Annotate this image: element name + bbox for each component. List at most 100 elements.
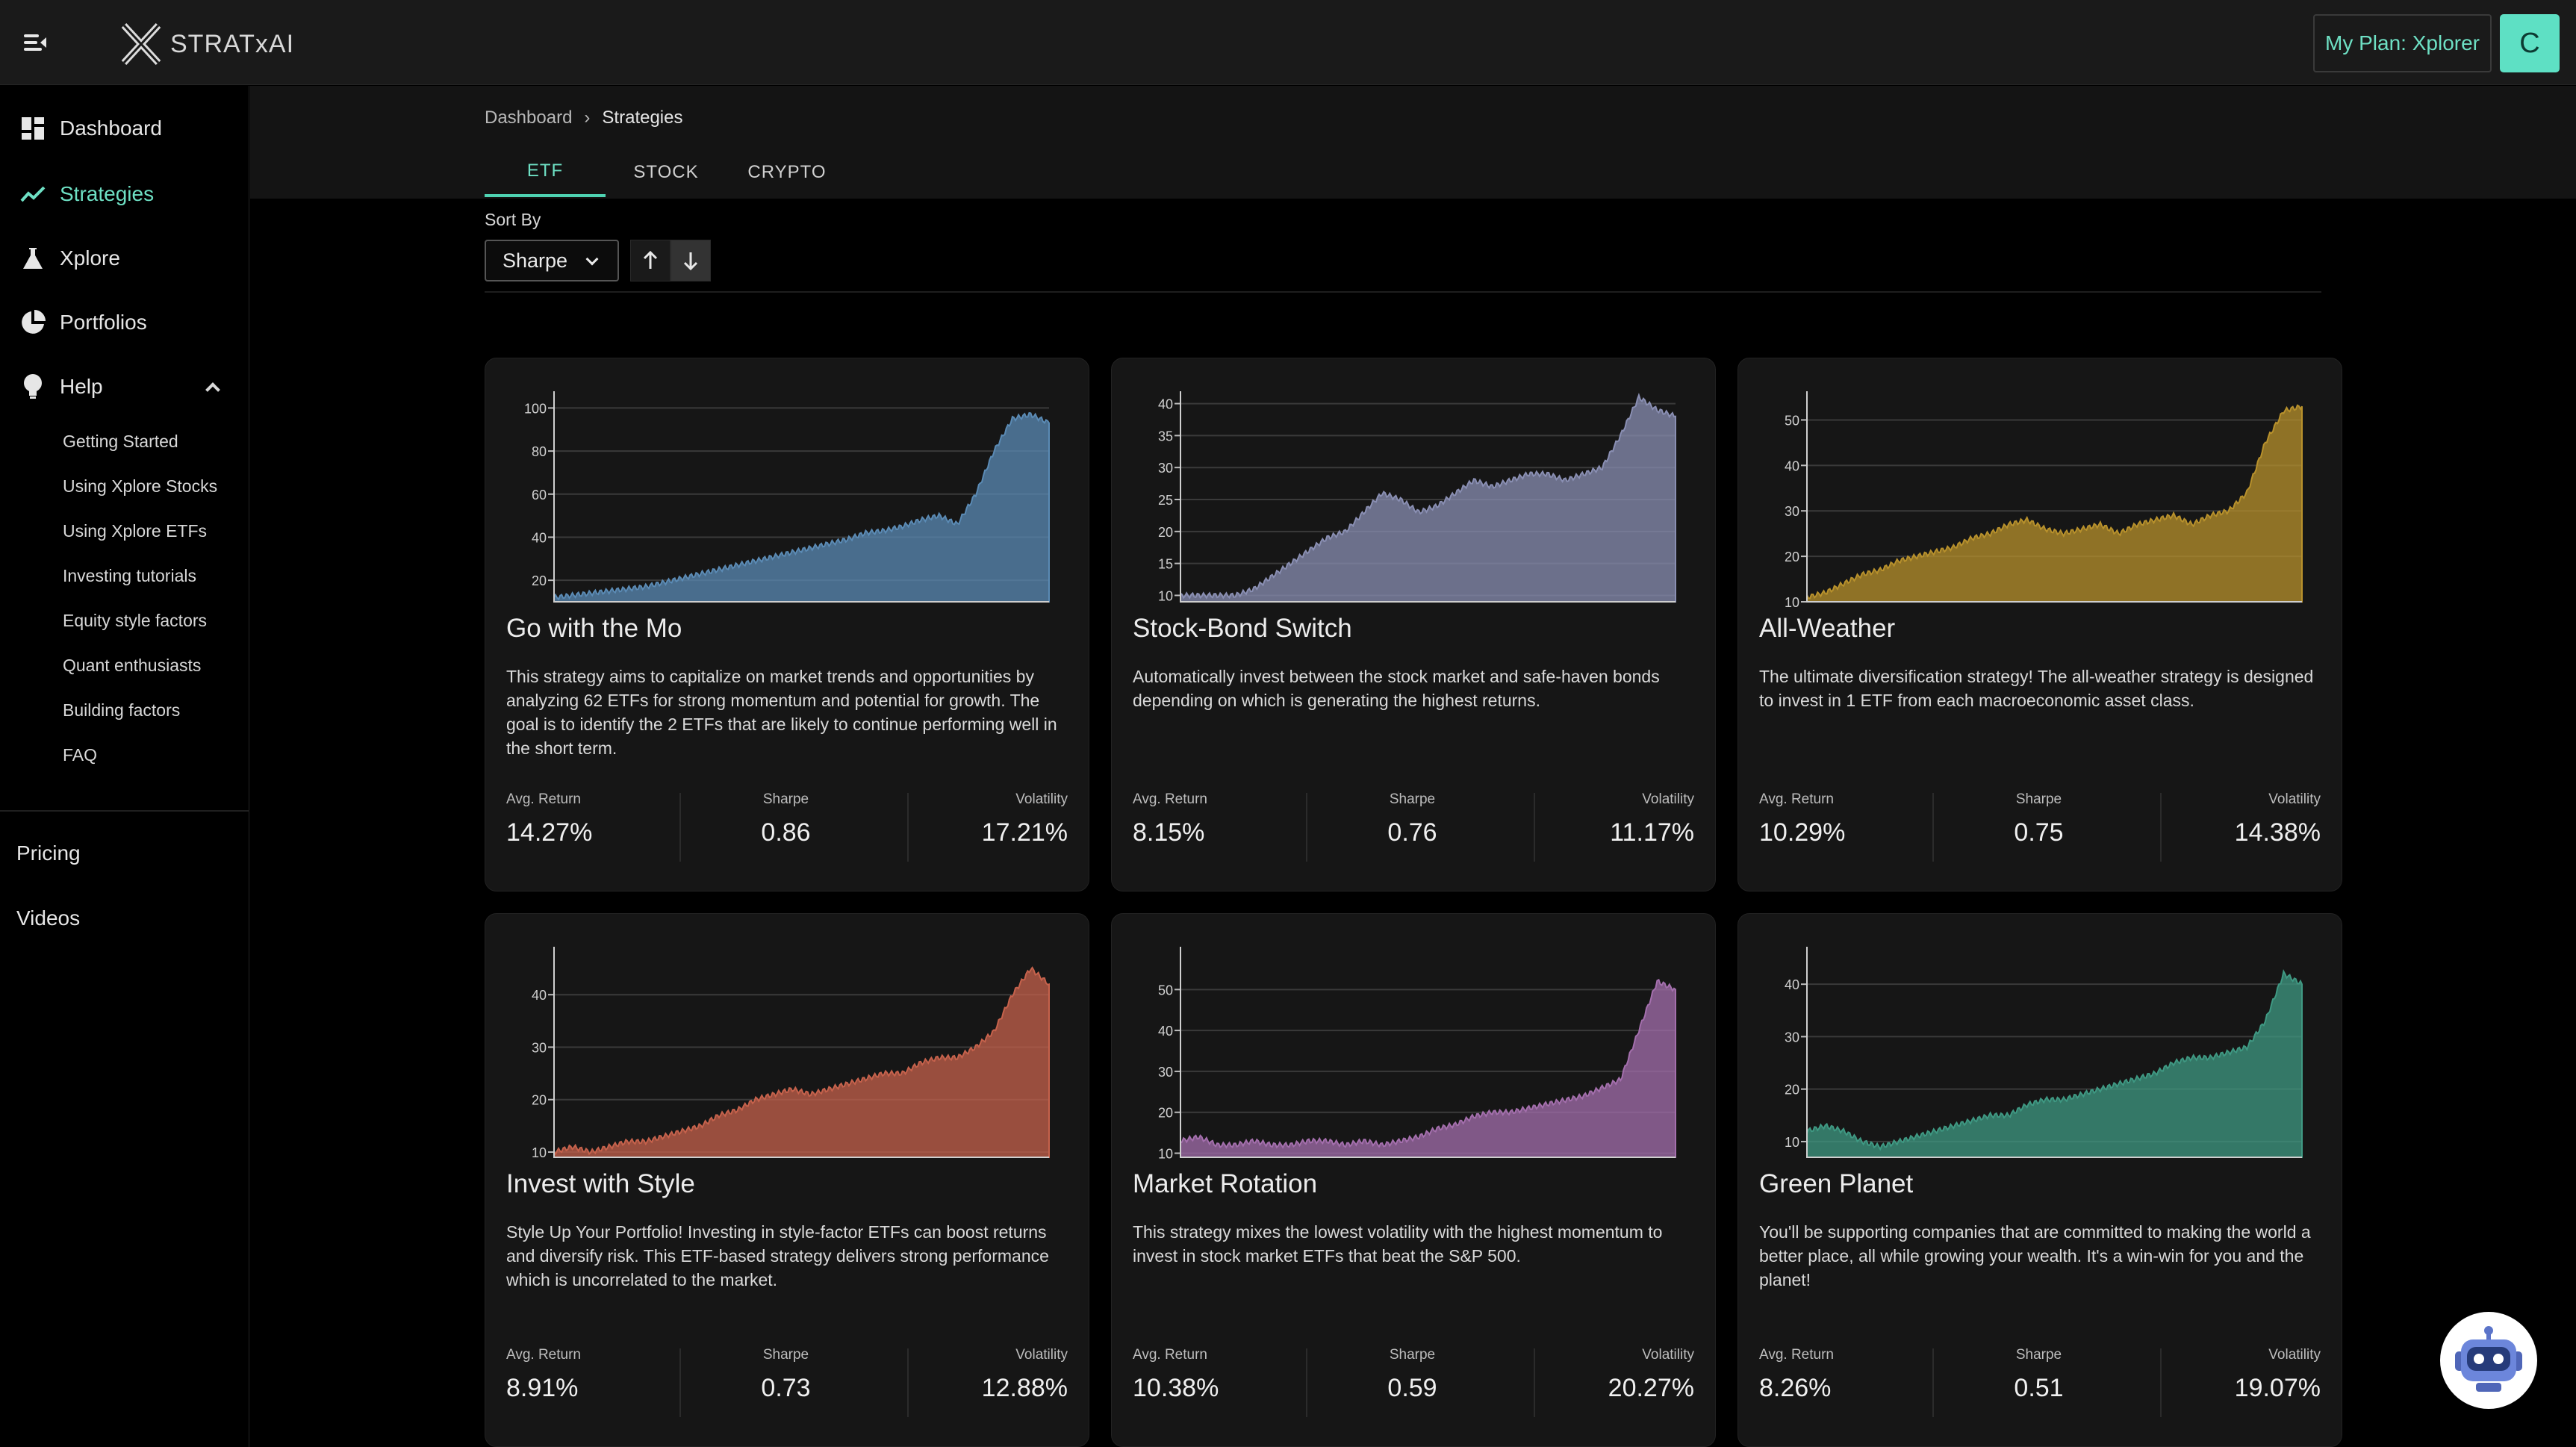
metric-value: 8.91% — [506, 1374, 579, 1402]
strategy-card-stock-bond-switch[interactable]: 10 15 20 25 30 35 40 Stock-Bond Switch Automatic… — [1111, 358, 1716, 891]
help-item-equity-style-factors[interactable]: Equity style factors — [63, 611, 208, 630]
lightbulb-icon — [19, 373, 46, 400]
y-tick-label: 10 — [532, 1145, 547, 1160]
help-item-quant-enthusiasts[interactable]: Quant enthusiasts — [63, 656, 202, 675]
logo[interactable]: STRATxAI — [116, 19, 294, 69]
sidebar-item-dashboard[interactable]: Dashboard — [0, 102, 249, 155]
tab-crypto[interactable]: CRYPTO — [747, 162, 827, 182]
metric-value: 0.86 — [761, 818, 811, 847]
y-tick-label: 10 — [1785, 1135, 1799, 1150]
y-tick-label: 30 — [1158, 1065, 1173, 1080]
metric-value: 0.75 — [2014, 818, 2064, 847]
y-tick-label: 80 — [532, 444, 547, 459]
sort-select[interactable]: Sharpe — [485, 240, 619, 281]
metric-label: Sharpe — [762, 791, 809, 807]
metric-value: 14.27% — [506, 818, 593, 847]
help-item-using-xplore-etfs[interactable]: Using Xplore ETFs — [63, 521, 208, 541]
brand-name: STRATxAI — [170, 29, 295, 58]
sort-ascending-button[interactable] — [630, 240, 671, 281]
metric-label: Sharpe — [762, 1347, 809, 1363]
metric-sharpe: Sharpe 0.51 — [1988, 1347, 2089, 1414]
metric-divider — [1534, 793, 1535, 862]
menu-collapse-icon[interactable] — [22, 31, 49, 54]
metric-value: 0.73 — [761, 1374, 811, 1402]
metric-label: Sharpe — [2015, 1347, 2062, 1363]
y-tick-label: 40 — [1158, 1024, 1173, 1039]
metric-volatility: Volatility 20.27% — [1608, 1347, 1694, 1414]
y-tick-label: 40 — [532, 530, 547, 545]
y-tick-label: 20 — [1785, 550, 1799, 564]
card-description: You'll be supporting companies that are … — [1759, 1222, 2311, 1289]
y-tick-label: 20 — [1158, 525, 1173, 540]
y-tick-label: 10 — [1158, 1147, 1173, 1162]
sidebar-item-portfolios[interactable]: Portfolios — [0, 296, 249, 349]
sidebar: Dashboard Strategies Xplore Portfolios H… — [0, 86, 249, 1447]
card-title: Stock-Bond Switch — [1133, 614, 1352, 643]
y-tick-label: 40 — [1785, 458, 1799, 473]
sort-descending-button[interactable] — [671, 240, 711, 281]
metric-label: Volatility — [2268, 791, 2321, 807]
metric-volatility: Volatility 11.17% — [1610, 791, 1694, 859]
performance-chart: 10 20 30 40 — [532, 947, 1050, 1160]
metric-label: Volatility — [2268, 1347, 2321, 1363]
stratxai-logo-icon — [121, 22, 161, 66]
help-item-getting-started[interactable]: Getting Started — [63, 432, 178, 451]
help-item-using-xplore-stocks[interactable]: Using Xplore Stocks — [63, 476, 218, 496]
sidebar-item-help[interactable]: Help — [0, 361, 249, 413]
strategy-card-market-rotation[interactable]: 10 20 30 40 50 Market Rotation This strategy m… — [1111, 913, 1716, 1447]
sort-select-value: Sharpe — [503, 249, 568, 272]
card-description: The ultimate diversification strategy! T… — [1759, 667, 2314, 710]
y-tick-label: 15 — [1158, 557, 1173, 572]
series-area — [1806, 968, 2303, 1158]
y-tick-label: 40 — [1785, 977, 1799, 992]
y-tick-label: 40 — [1158, 397, 1173, 412]
help-item-faq[interactable]: FAQ — [63, 745, 98, 765]
card-title: Go with the Mo — [506, 614, 682, 643]
avatar[interactable]: C — [2500, 14, 2560, 72]
sidebar-item-strategies[interactable]: Strategies — [0, 168, 249, 220]
series-area — [553, 411, 1050, 603]
metric-avg-return: Avg. Return 10.29% — [1759, 791, 1845, 859]
metric-value: 20.27% — [1608, 1374, 1694, 1402]
strategy-card-all-weather[interactable]: 10 20 30 40 50 All-Weather The ultimate divers… — [1737, 358, 2342, 891]
sidebar-item-label: Xplore — [60, 246, 120, 270]
strategy-card-invest-with-style[interactable]: 10 20 30 40 Invest with Style Style Up Your P… — [485, 913, 1089, 1447]
metric-label: Sharpe — [1389, 1347, 1436, 1363]
breadcrumb-root[interactable]: Dashboard — [485, 108, 573, 128]
y-tick-label: 20 — [532, 573, 547, 588]
tab-stock[interactable]: STOCK — [633, 162, 699, 182]
metric-divider — [679, 793, 681, 862]
sidebar-item-xplore[interactable]: Xplore — [0, 232, 249, 284]
dashboard-icon — [19, 115, 46, 142]
y-tick-label: 20 — [1785, 1083, 1799, 1098]
help-item-building-factors[interactable]: Building factors — [63, 700, 181, 720]
metric-divider — [907, 1348, 909, 1417]
card-description: Automatically invest between the stock m… — [1133, 667, 1660, 710]
y-tick-label: 10 — [1785, 595, 1799, 610]
metric-divider — [1932, 793, 1934, 862]
plan-button[interactable]: My Plan: Xplorer — [2313, 14, 2492, 72]
strategy-card-green-planet[interactable]: 10 20 30 40 Green Planet You'll be supporting… — [1737, 913, 2342, 1447]
tab-etf[interactable]: ETF — [485, 148, 606, 197]
chatbot-button[interactable] — [2440, 1312, 2537, 1409]
card-title: Green Planet — [1759, 1169, 1914, 1198]
y-tick-label: 25 — [1158, 493, 1173, 508]
performance-chart: 10 15 20 25 30 35 40 — [1158, 391, 1676, 603]
sort-by-label: Sort By — [485, 210, 541, 229]
metric-label: Volatility — [1642, 791, 1694, 807]
robot-icon — [2455, 1326, 2522, 1392]
metric-label: Avg. Return — [1133, 791, 1207, 807]
help-item-investing-tutorials[interactable]: Investing tutorials — [63, 566, 196, 585]
metric-avg-return: Avg. Return 14.27% — [506, 791, 592, 859]
metric-divider — [2160, 793, 2162, 862]
sidebar-link-pricing[interactable]: Pricing — [16, 841, 81, 865]
series-area — [1806, 404, 2303, 603]
series-area — [1180, 392, 1676, 603]
card-description: This strategy aims to capitalize on mark… — [506, 667, 1057, 758]
y-tick-label: 50 — [1158, 983, 1173, 998]
card-title: All-Weather — [1759, 614, 1896, 643]
strategy-card-go-with-the-mo[interactable]: 20 40 60 80 100 Go with the Mo This strategy a… — [485, 358, 1089, 891]
chevron-up-icon[interactable] — [205, 382, 220, 397]
sidebar-link-videos[interactable]: Videos — [16, 906, 81, 930]
top-bar: STRATxAI My Plan: Xplorer C — [0, 0, 2576, 85]
